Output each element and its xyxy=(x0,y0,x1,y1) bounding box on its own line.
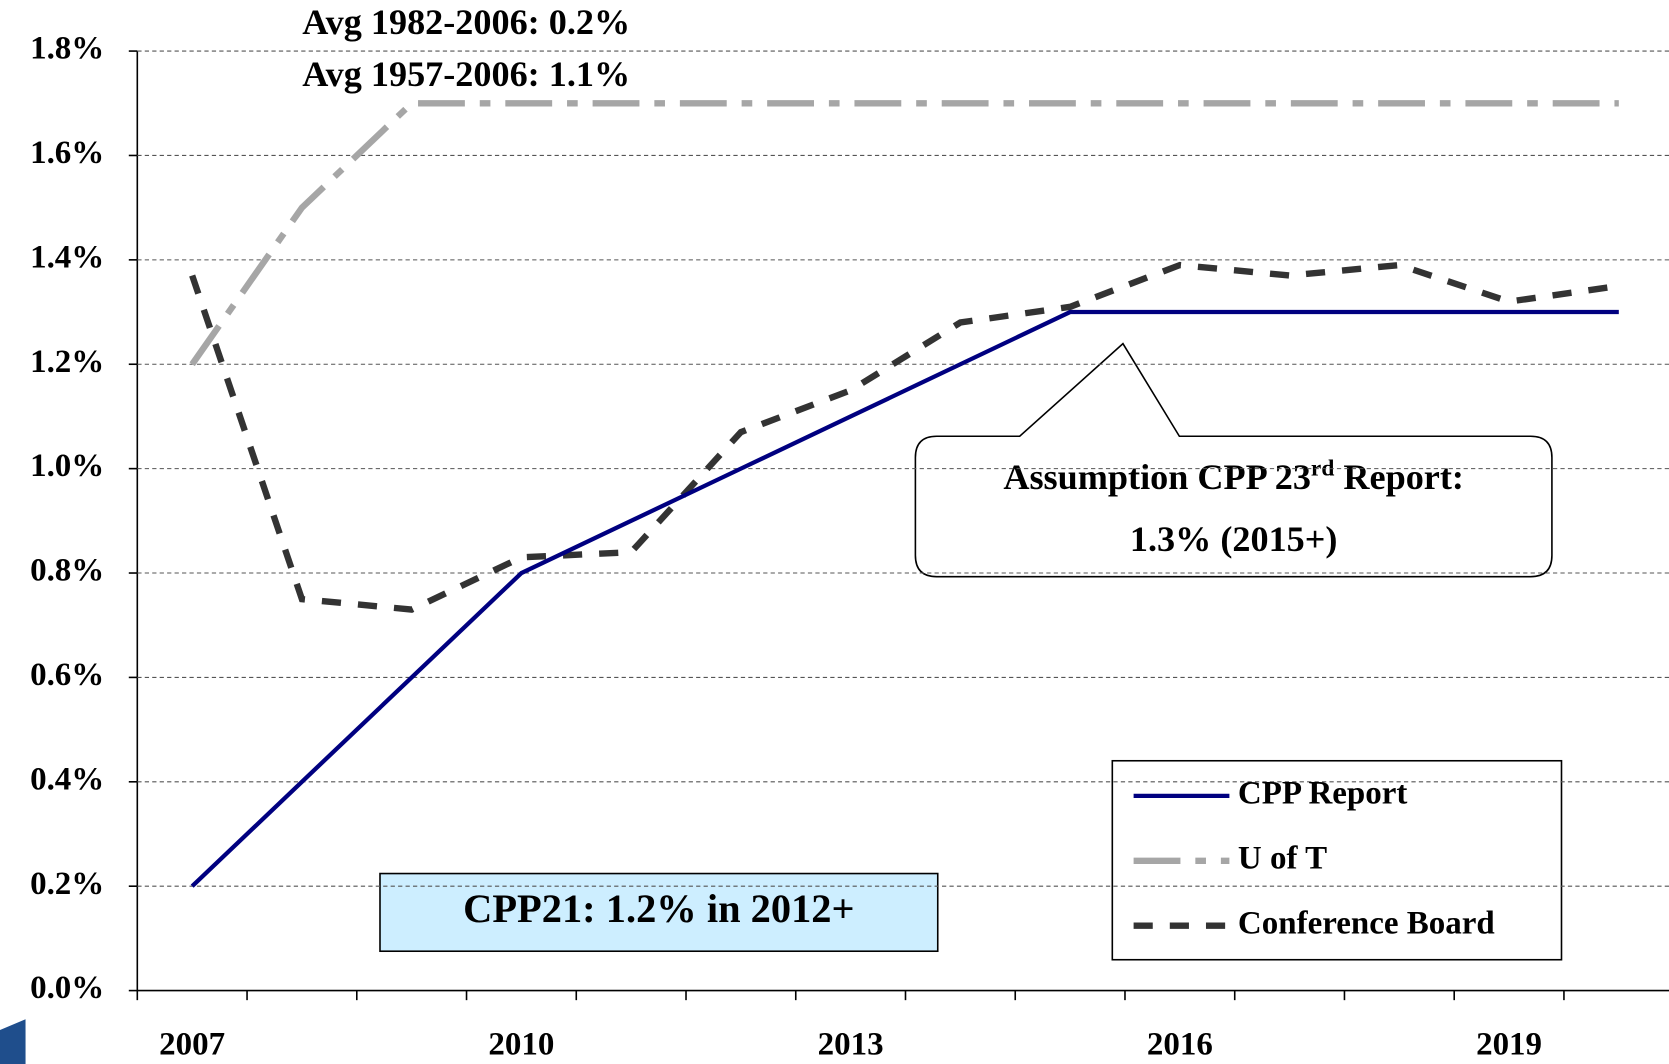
x-tick-label: 2013 xyxy=(818,1027,884,1063)
note-text: CPP21: 1.2% in 2012+ xyxy=(463,886,854,931)
legend-label: Conference Board xyxy=(1238,905,1495,941)
y-tick-label: 1.2% xyxy=(30,344,104,380)
x-tick-label: 2007 xyxy=(159,1027,225,1063)
callout-text: 1.3% (2015+) xyxy=(1130,519,1338,559)
y-tick-label: 1.0% xyxy=(30,448,104,484)
logo xyxy=(0,1019,26,1064)
y-tick-label: 1.6% xyxy=(30,135,104,171)
line-series xyxy=(189,261,1620,613)
callout-text: Report: xyxy=(1334,457,1464,497)
y-tick-label: 0.6% xyxy=(30,657,104,693)
y-tick-label: 1.4% xyxy=(30,239,104,275)
y-tick-label: 0.4% xyxy=(30,761,104,797)
legend-label: CPP Report xyxy=(1238,775,1408,811)
annotation: Avg 1982-2006: 0.2% xyxy=(302,2,630,42)
y-tick-label: 0.2% xyxy=(30,866,104,902)
callout-text: Assumption CPP 23rd Report: xyxy=(1003,456,1464,498)
y-tick-label: 0.8% xyxy=(30,553,104,589)
x-tick-label: 2019 xyxy=(1476,1027,1542,1063)
line-series xyxy=(190,309,1619,888)
annotation: Avg 1957-2006: 1.1% xyxy=(302,54,630,94)
y-tick-label: 0.0% xyxy=(30,970,104,1006)
callout-text: Assumption CPP 23 xyxy=(1003,457,1311,497)
line-series xyxy=(189,100,1619,367)
y-tick-label: 1.8% xyxy=(30,31,104,67)
legend-label: U of T xyxy=(1238,840,1327,876)
callout xyxy=(914,342,1553,578)
x-tick-label: 2016 xyxy=(1147,1027,1213,1063)
x-tick-label: 2010 xyxy=(488,1027,554,1063)
